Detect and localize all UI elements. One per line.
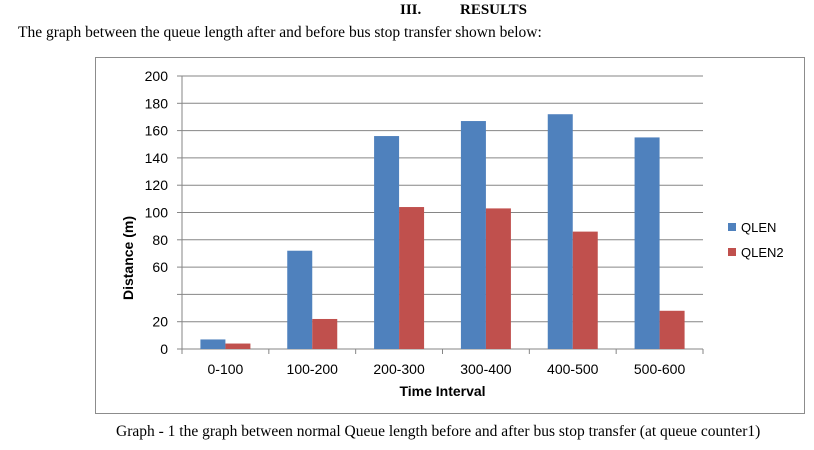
bar-qlen-400-500	[547, 114, 573, 349]
x-tick-label: 500-600	[634, 361, 686, 377]
y-tick-label: 120	[145, 177, 169, 193]
y-tick-label: 80	[152, 232, 168, 248]
intro-paragraph: The graph between the queue length after…	[18, 24, 542, 41]
bar-qlen-0-100	[200, 339, 226, 349]
x-tick-label: 400-500	[547, 361, 599, 377]
legend-label-qlen2: QLEN2	[741, 245, 784, 260]
x-tick-label: 200-300	[373, 361, 425, 377]
x-tick-label: 300-400	[460, 361, 512, 377]
y-tick-label: 100	[145, 205, 169, 221]
figure-caption: Graph - 1 the graph between normal Queue…	[116, 423, 761, 440]
bar-qlen2-0-100	[225, 343, 251, 349]
bar-qlen-100-200	[287, 250, 313, 349]
legend-label-qlen: QLEN	[741, 220, 776, 235]
y-tick-label: 160	[145, 123, 169, 139]
y-axis-title: Distance (m)	[120, 216, 136, 300]
y-tick-label: 200	[145, 68, 169, 84]
bar-qlen-500-600	[634, 137, 660, 349]
legend-swatch-qlen2	[728, 248, 736, 256]
x-tick-label: 0-100	[208, 361, 244, 377]
y-tick-label: 0	[160, 341, 168, 357]
bar-qlen-200-300	[374, 136, 400, 349]
bar-qlen2-400-500	[572, 231, 598, 349]
section-title: RESULTS	[460, 2, 527, 18]
section-number: III.	[400, 2, 422, 18]
legend-swatch-qlen	[728, 223, 736, 231]
bar-qlen-300-400	[460, 121, 486, 349]
chart-frame	[95, 57, 805, 414]
y-tick-label: 60	[152, 259, 168, 275]
y-tick-label: 180	[145, 95, 169, 111]
y-tick-label: 140	[145, 150, 169, 166]
bar-qlen2-300-400	[485, 208, 511, 349]
bar-qlen2-200-300	[399, 207, 425, 349]
y-tick-label: 20	[152, 314, 168, 330]
section-heading: III. RESULTS	[0, 2, 814, 20]
bar-qlen2-500-600	[659, 310, 685, 349]
x-tick-label: 100-200	[287, 361, 339, 377]
bar-qlen2-100-200	[312, 318, 338, 349]
x-axis-title: Time Interval	[399, 383, 485, 399]
